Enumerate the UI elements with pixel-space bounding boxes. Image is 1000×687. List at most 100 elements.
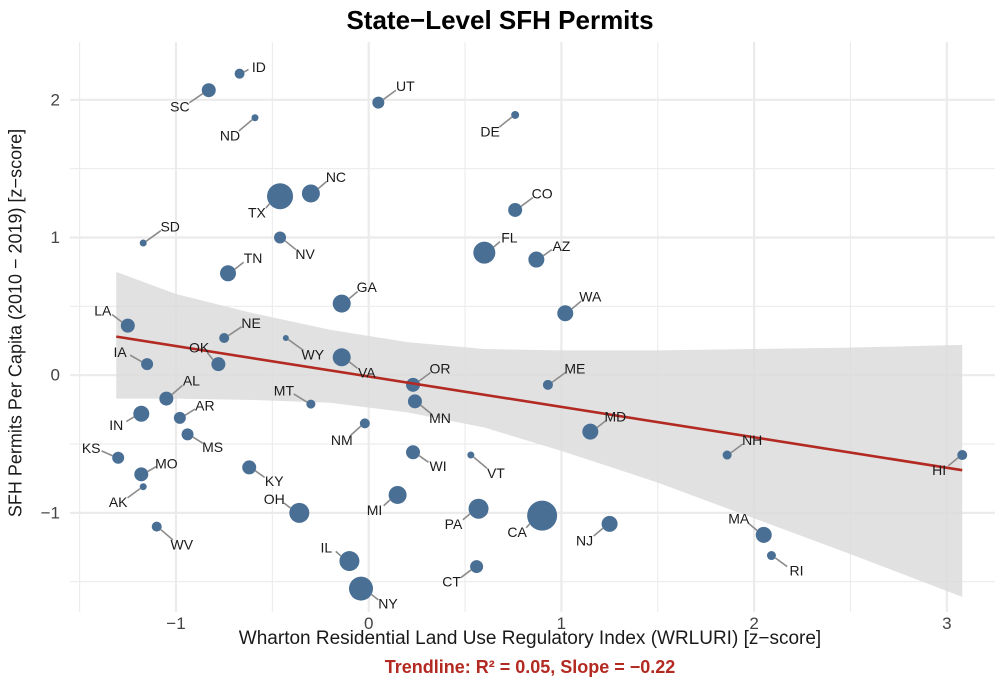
state-label-ar: AR	[195, 397, 214, 413]
leader-line-ks	[101, 450, 113, 457]
y-tick-label: 2	[51, 90, 60, 109]
state-label-tn: TN	[244, 250, 263, 266]
state-label-vt: VT	[487, 465, 505, 481]
leader-line-ri	[774, 557, 788, 568]
leader-line-oh	[283, 502, 292, 509]
confidence-band	[116, 271, 963, 597]
point-la	[120, 318, 135, 333]
point-wy	[282, 335, 289, 342]
leader-line-de	[498, 116, 513, 128]
label-leader-lines	[101, 68, 959, 601]
point-pa	[468, 498, 489, 519]
point-md	[582, 423, 599, 440]
point-or	[406, 377, 421, 392]
state-label-md: MD	[604, 408, 626, 424]
state-label-ok: OK	[189, 340, 210, 356]
leader-line-la	[111, 313, 123, 323]
point-mo	[134, 467, 149, 482]
leader-line-hi	[947, 457, 959, 467]
leader-line-ok	[206, 352, 214, 361]
state-label-de: DE	[480, 123, 499, 139]
x-tick-label: 3	[942, 614, 951, 633]
state-label-in: IN	[109, 417, 123, 433]
state-label-ky: KY	[265, 473, 284, 489]
leader-line-or	[418, 371, 432, 382]
point-de	[511, 110, 520, 119]
state-label-ny: NY	[378, 596, 398, 612]
point-nc	[301, 184, 320, 203]
point-mn	[407, 394, 422, 409]
state-label-ne: NE	[241, 315, 260, 331]
state-label-nh: NH	[742, 432, 762, 448]
state-label-ia: IA	[113, 344, 127, 360]
state-label-al: AL	[183, 373, 200, 389]
state-label-wy: WY	[302, 347, 325, 363]
point-vt	[467, 451, 475, 459]
leader-line-ak	[127, 487, 141, 499]
leader-line-ny	[370, 593, 379, 601]
leader-line-nj	[593, 527, 604, 537]
state-label-or: OR	[430, 360, 451, 376]
state-label-id: ID	[252, 59, 266, 75]
point-co	[508, 202, 523, 217]
leader-line-fl	[493, 241, 501, 248]
leader-line-il	[335, 550, 342, 557]
x-tick-label: 0	[364, 614, 373, 633]
leader-line-mt	[293, 393, 308, 403]
leader-line-pa	[462, 513, 471, 521]
leader-line-nv	[284, 240, 297, 251]
leader-line-wy	[287, 338, 304, 352]
leader-line-nm	[350, 425, 362, 436]
point-mi	[388, 485, 407, 504]
trend-line-group	[116, 335, 963, 472]
state-label-tx: TX	[248, 205, 267, 221]
point-wi	[406, 445, 421, 460]
state-label-ak: AK	[109, 494, 128, 510]
leader-line-co	[520, 196, 534, 207]
state-label-co: CO	[532, 185, 553, 201]
state-label-sc: SC	[170, 99, 189, 115]
state-label-ks: KS	[82, 440, 101, 456]
point-nd	[251, 114, 259, 122]
point-nj	[601, 515, 618, 532]
leader-line-nh	[730, 443, 744, 454]
y-tick-label: 0	[51, 366, 60, 385]
point-tx	[267, 183, 294, 210]
leader-line-me	[551, 371, 566, 383]
state-label-la: LA	[94, 302, 112, 318]
point-ri	[766, 551, 776, 561]
point-sc	[201, 83, 216, 98]
x-tick-label: −1	[166, 614, 185, 633]
x-tick-label: 2	[749, 614, 758, 633]
leader-line-ar	[184, 408, 196, 416]
leader-line-wi	[418, 455, 429, 463]
y-tick-label: 1	[51, 228, 60, 247]
state-label-nj: NJ	[576, 532, 593, 548]
leader-line-sd	[145, 230, 162, 242]
state-label-hi: HI	[932, 462, 946, 478]
state-label-ut: UT	[396, 78, 415, 94]
leader-line-nd	[238, 119, 253, 132]
state-label-fl: FL	[501, 230, 518, 246]
leader-line-al	[171, 384, 183, 396]
state-label-mt: MT	[274, 382, 295, 398]
axis-ticks: −1 0 1 2 3 −1 0 1 2	[41, 90, 952, 633]
state-label-ga: GA	[357, 279, 378, 295]
point-id	[234, 68, 245, 79]
point-ca	[527, 500, 558, 531]
point-ky	[242, 460, 257, 475]
leader-line-tx	[265, 203, 271, 209]
point-ut	[372, 96, 385, 109]
point-in	[133, 405, 150, 422]
leader-line-nc	[317, 180, 328, 190]
leader-line-ms	[192, 436, 204, 444]
trendline-subtitle: Trendline: R² = 0.05, Slope = −0.22	[384, 657, 676, 677]
y-tick-label: −1	[41, 503, 60, 522]
data-points	[112, 68, 968, 601]
leader-line-ga	[348, 290, 359, 300]
leader-line-id	[243, 68, 249, 73]
state-label-mo: MO	[155, 455, 178, 471]
state-label-nd: ND	[220, 128, 240, 144]
leader-line-ne	[228, 326, 243, 337]
leader-line-wv	[160, 528, 174, 541]
